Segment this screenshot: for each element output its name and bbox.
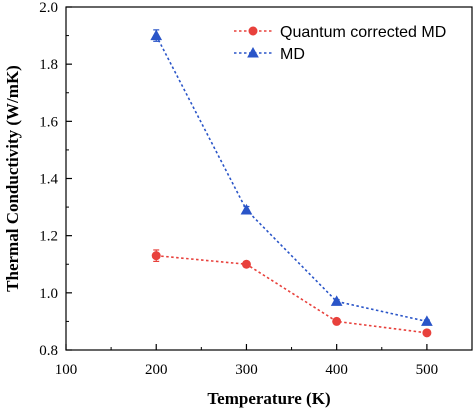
legend-marker bbox=[247, 46, 259, 58]
tick-labels: 100 200 300 400 500 0.8 1.0 1.2 1.4 1.6 1.8 2.0 bbox=[39, 0, 438, 378]
x-tick-label: 500 bbox=[416, 362, 439, 378]
data-point bbox=[332, 316, 342, 326]
series-md bbox=[150, 29, 433, 326]
plot-area bbox=[65, 6, 473, 351]
axis-ticks bbox=[65, 6, 428, 351]
y-tick-label: 1.6 bbox=[39, 114, 58, 130]
series-line bbox=[156, 254, 427, 334]
data-point bbox=[151, 251, 161, 261]
x-tick-label: 300 bbox=[235, 362, 258, 378]
legend-label: MD bbox=[280, 46, 305, 63]
data-point bbox=[241, 259, 251, 269]
series-quantum-corrected-md bbox=[151, 249, 432, 338]
x-tick-label: 400 bbox=[325, 362, 348, 378]
data-point bbox=[330, 295, 343, 306]
data-series bbox=[150, 29, 433, 338]
plot-frame bbox=[65, 6, 473, 351]
legend-label: Quantum corrected MD bbox=[280, 24, 446, 41]
x-tick-label: 200 bbox=[145, 362, 168, 378]
y-tick-label: 1.8 bbox=[39, 57, 58, 73]
y-tick-label: 1.0 bbox=[39, 286, 58, 302]
series-line bbox=[155, 35, 428, 323]
y-tick-label: 2.0 bbox=[39, 0, 58, 16]
legend: Quantum corrected MD MD bbox=[234, 24, 446, 63]
y-tick-label: 1.4 bbox=[39, 172, 58, 188]
y-tick-label: 0.8 bbox=[39, 343, 58, 359]
data-point bbox=[240, 203, 253, 215]
y-axis-title: Thermal Conductivity (W/mK) bbox=[3, 65, 22, 292]
data-point bbox=[421, 315, 433, 326]
x-axis-title: Temperature (K) bbox=[207, 389, 330, 408]
x-tick-label: 100 bbox=[55, 362, 78, 378]
data-point bbox=[150, 29, 163, 41]
y-tick-label: 1.2 bbox=[39, 229, 58, 245]
data-point bbox=[422, 328, 432, 338]
legend-marker bbox=[248, 26, 258, 36]
